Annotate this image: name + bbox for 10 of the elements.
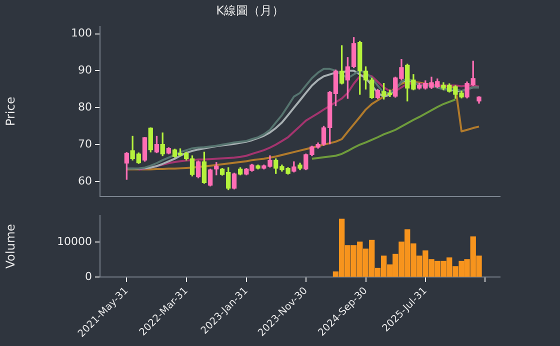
y-tick-label: 90 bbox=[78, 64, 92, 77]
y-axis-title: Price bbox=[3, 96, 18, 126]
y-tick-label: 70 bbox=[78, 138, 92, 151]
y-axis-title: Volume bbox=[3, 224, 18, 269]
y-tick-label: 60 bbox=[78, 174, 92, 188]
y-tick-label: 10000 bbox=[57, 234, 92, 248]
y-tick-label: 100 bbox=[71, 26, 92, 40]
y-tick-label: 80 bbox=[78, 100, 92, 114]
chart-title: K線圖（月） bbox=[216, 3, 284, 18]
y-tick-label: 0 bbox=[85, 270, 92, 283]
